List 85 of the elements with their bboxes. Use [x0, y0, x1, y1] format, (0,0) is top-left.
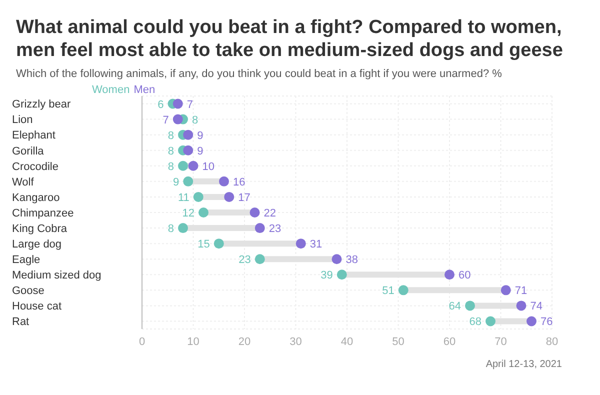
data-label: 22 — [264, 208, 276, 220]
data-label: 76 — [540, 316, 553, 328]
x-tick-label: 10 — [187, 336, 200, 348]
data-label: 8 — [168, 160, 174, 173]
y-tick-label: Gorilla — [12, 145, 45, 158]
y-tick-label: House cat — [12, 300, 62, 313]
data-label: 71 — [514, 285, 528, 298]
point — [500, 285, 511, 296]
y-tick-label: Wolf — [12, 176, 35, 188]
data-label: 9 — [197, 130, 204, 142]
data-label: 8 — [168, 130, 174, 142]
point — [183, 176, 194, 186]
data-label: 9 — [173, 176, 180, 188]
point — [172, 98, 183, 109]
point — [296, 238, 306, 249]
point — [486, 316, 496, 326]
data-label: 12 — [182, 208, 194, 220]
series-label: Men — [134, 84, 156, 96]
text: April 12-13, 2021 — [484, 358, 563, 370]
data-label: 68 — [469, 316, 482, 328]
point — [219, 176, 229, 186]
y-tick-label: Goose — [12, 285, 44, 298]
point — [178, 160, 188, 171]
point — [444, 270, 454, 280]
data-label: 17 — [238, 192, 250, 204]
point — [178, 223, 188, 234]
y-tick-label: Grizzly bear — [12, 98, 72, 111]
point — [183, 130, 194, 140]
point — [193, 192, 204, 202]
point — [465, 300, 475, 311]
y-tick-label: King Cobra — [12, 222, 68, 235]
point — [183, 145, 194, 156]
x-tick-label: 60 — [443, 336, 456, 348]
data-label: 64 — [448, 300, 461, 313]
point — [254, 254, 265, 264]
y-tick-label: Lion — [12, 114, 33, 126]
point — [254, 223, 265, 234]
data-label: 60 — [458, 270, 471, 282]
y-tick-label: Crocodile — [12, 160, 58, 173]
data-label: 8 — [168, 145, 174, 158]
y-tick-label: Chimpanzee — [12, 207, 74, 220]
point — [224, 192, 234, 202]
data-label: 6 — [158, 98, 164, 111]
chart-subtitle: Which of the following animals, if any, do you think you could beat in a fight if you were unarmed? % — [15, 67, 503, 80]
data-label: 23 — [268, 223, 282, 236]
point — [214, 238, 224, 249]
y-tick-label: Eagle — [12, 254, 40, 266]
x-tick-label: 0 — [138, 336, 146, 348]
data-label: 11 — [178, 192, 190, 204]
y-tick-label: Rat — [12, 316, 30, 328]
text: Women — [92, 84, 130, 96]
point — [188, 160, 198, 171]
point — [172, 114, 183, 124]
y-tick-label: Kangaroo — [12, 192, 60, 204]
x-tick-label: 80 — [546, 336, 558, 348]
data-label: 7 — [186, 98, 193, 111]
point — [516, 300, 526, 311]
y-tick-label: Medium sized dog — [12, 270, 102, 282]
data-label: 23 — [238, 254, 251, 266]
data-label: 38 — [346, 254, 358, 266]
y-tick-label: Elephant — [12, 130, 56, 142]
x-tick-label: 70 — [494, 336, 507, 348]
x-tick-label: 40 — [340, 336, 354, 348]
data-label: 10 — [202, 160, 214, 173]
point — [398, 285, 408, 296]
y-tick-label: Large dog — [12, 238, 62, 250]
data-label: 51 — [382, 285, 394, 298]
point — [198, 208, 208, 218]
point — [526, 316, 536, 326]
data-label: 16 — [233, 176, 246, 188]
data-label: 74 — [530, 300, 542, 313]
data-label: 15 — [198, 238, 210, 251]
x-tick-label: 20 — [238, 336, 251, 348]
point — [332, 254, 342, 264]
x-tick-label: 50 — [392, 336, 404, 348]
data-label: 8 — [192, 114, 198, 126]
data-label: 39 — [320, 270, 333, 282]
x-tick-label: 30 — [290, 336, 302, 348]
data-label: 7 — [162, 114, 169, 126]
chart-title: What animal could you beat in a fight? Compared to women, men feel most able to take on medium-sized dogs and geese — [15, 16, 564, 62]
data-label: 31 — [310, 238, 322, 251]
point — [336, 270, 347, 280]
data-label: 8 — [168, 223, 174, 236]
point — [250, 208, 260, 218]
data-label: 9 — [197, 145, 204, 158]
